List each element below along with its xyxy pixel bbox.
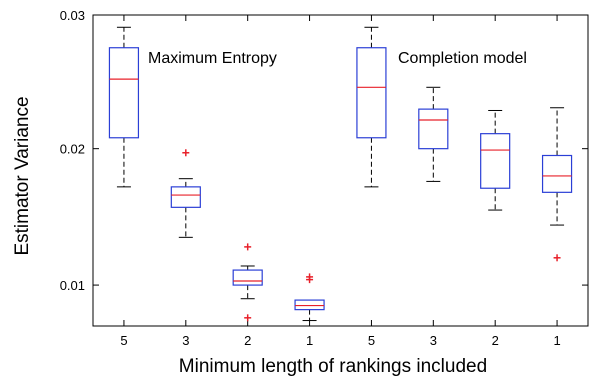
y-tick-label: 0.02 <box>60 142 85 157</box>
x-tick-label: 5 <box>120 333 127 348</box>
plot-area: 0.01 0.02 0.03 5 3 2 1 5 3 2 1 <box>60 8 589 348</box>
x-tick-label: 1 <box>553 333 560 348</box>
group-label-maximum-entropy: Maximum Entropy <box>148 50 277 67</box>
box-iqr <box>480 133 511 189</box>
box-iqr <box>294 299 325 311</box>
box-iqr <box>418 108 449 150</box>
group-label-completion-model: Completion model <box>398 50 527 67</box>
x-tick-label: 1 <box>306 333 313 348</box>
plot-frame <box>92 14 589 327</box>
y-tick-label: 0.01 <box>60 278 85 293</box>
box-iqr <box>108 47 140 139</box>
x-tick-label: 2 <box>244 333 251 348</box>
y-tick-label: 0.03 <box>60 8 85 23</box>
y-axis-title: Estimator Variance <box>12 96 33 255</box>
x-tick-label: 3 <box>430 333 437 348</box>
box-iqr <box>541 154 573 193</box>
x-axis-title: Minimum length of rankings included <box>179 356 487 377</box>
x-tick-label: 5 <box>368 333 375 348</box>
box-iqr <box>232 269 263 286</box>
x-tick-label: 2 <box>492 333 499 348</box>
box-iqr <box>356 47 387 139</box>
box-iqr <box>170 186 201 208</box>
x-tick-label: 3 <box>182 333 189 348</box>
